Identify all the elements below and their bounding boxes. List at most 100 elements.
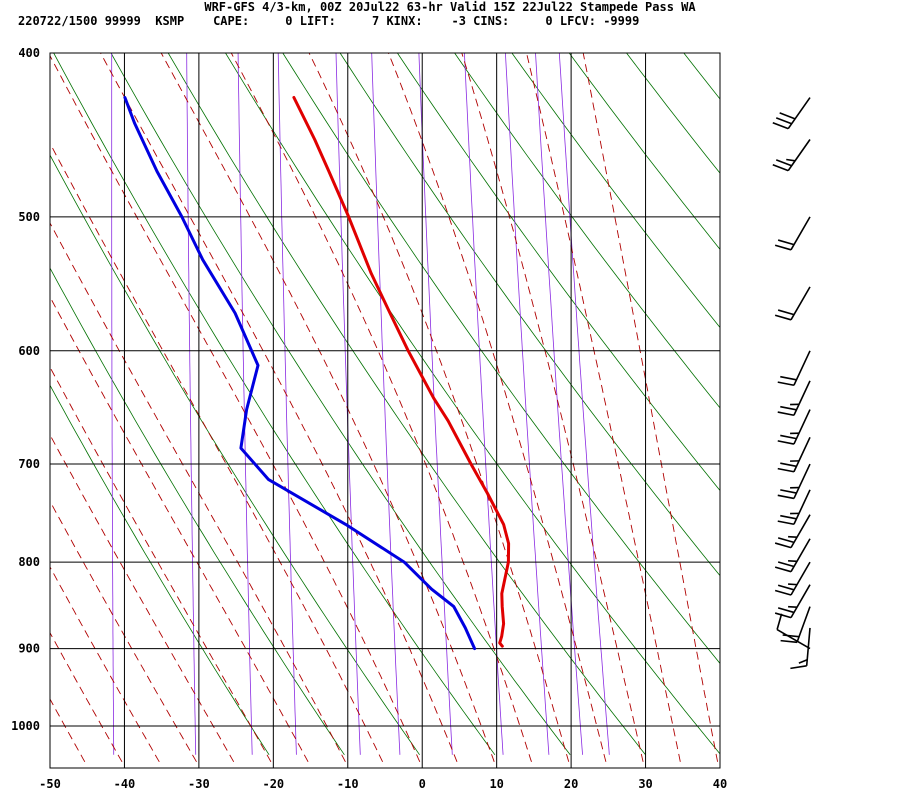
wind-barb [774, 286, 811, 321]
wind-barb-staff [787, 139, 811, 172]
wind-barbs [772, 97, 811, 670]
dry-adiabat-line [396, 53, 720, 492]
wind-barb-feather [777, 467, 795, 473]
x-tick-label: 10 [489, 777, 503, 791]
wind-barb-feather [777, 561, 795, 568]
x-tick-label: -50 [39, 777, 61, 791]
wind-barb-feather [780, 639, 798, 644]
wind-barb-feather [777, 309, 795, 316]
wind-barb-feather [780, 514, 797, 520]
moist-adiabat-line [230, 53, 532, 762]
wind-barb-feather [780, 405, 797, 411]
dry-adiabat-line [683, 53, 720, 100]
moist-adiabat-line [50, 566, 160, 763]
moist-adiabat-line [50, 500, 197, 763]
wind-barb-staff [776, 628, 811, 650]
moist-adiabat-line [387, 53, 607, 762]
x-tick-label: 20 [564, 777, 578, 791]
wind-barb-staff [790, 584, 811, 619]
pressure-tick-label: 600 [18, 344, 40, 358]
dry-adiabat-line [282, 53, 720, 665]
dewpoint-line [123, 96, 477, 651]
x-tick-label: -30 [188, 777, 210, 791]
wind-barb-staff [787, 97, 811, 130]
dry-adiabat-line [568, 53, 720, 250]
mixing-ratio-line [535, 53, 583, 755]
wind-barb [774, 514, 811, 549]
wind-barb-feather [775, 159, 792, 167]
x-tick-label: 0 [419, 777, 426, 791]
pressure-tick-label: 800 [18, 555, 40, 569]
wind-barb-staff [793, 350, 811, 386]
dry-adiabat-line [50, 267, 345, 756]
axes: -50 -40 -30 -20 -10 0 10 20 30 40 400 500 600 700 800 9… [11, 46, 727, 791]
dry-adiabat-line [167, 53, 646, 756]
wind-barb-feather [777, 607, 795, 614]
wind-barb-feather [780, 462, 797, 468]
wind-barb-feather [790, 664, 807, 670]
wind-barb [777, 463, 811, 500]
dry-adiabat-line [225, 53, 720, 755]
pressure-tick-label: 400 [18, 46, 40, 60]
mixing-ratio-line [463, 53, 504, 755]
dry-adiabat-line [53, 53, 496, 756]
moist-adiabat-line [160, 53, 495, 762]
wind-barb-feather [780, 489, 797, 494]
mixing-ratio-line [237, 53, 253, 755]
dry-adiabat-line [511, 53, 720, 329]
pressure-tick-label: 900 [18, 642, 40, 656]
moist-adiabat-line [50, 366, 272, 763]
moist-adiabat-line [50, 295, 309, 763]
wind-barb-staff [790, 561, 811, 596]
dry-adiabat-line [625, 53, 720, 174]
wind-barb-staff [790, 286, 811, 321]
wind-barb-feather [774, 566, 792, 573]
wind-barb-staff [793, 380, 811, 416]
wind-barb [777, 350, 811, 387]
wind-barb [780, 606, 811, 644]
wind-barb [772, 97, 811, 130]
mixing-ratio-line [335, 53, 361, 755]
wind-barb-feather [777, 494, 795, 500]
moist-adiabat-line [526, 53, 681, 762]
dry-adiabat-line [880, 15, 900, 755]
wind-barb-feather [788, 559, 798, 563]
x-tick-label: 30 [638, 777, 652, 791]
wind-barb [774, 561, 811, 596]
wind-barb-feather [774, 589, 792, 596]
plot-grid [49, 52, 721, 769]
wind-barb-feather [782, 634, 800, 638]
mixing-ratio-line [277, 53, 297, 755]
wind-barb-feather [774, 314, 792, 321]
wind-barb-staff [793, 409, 811, 445]
moist-adiabat-line [461, 53, 644, 762]
x-tick-label: 40 [713, 777, 727, 791]
wind-barb-feather [775, 117, 792, 125]
wind-barb-feather [776, 613, 783, 630]
mixing-ratio-line [558, 53, 610, 755]
wind-barb-feather [777, 381, 795, 387]
moist-adiabat-line [50, 222, 346, 763]
wind-barb [777, 409, 811, 445]
pressure-tick-label: 700 [18, 457, 40, 471]
mixing-ratio-line [371, 53, 401, 755]
dry-adiabat-line [768, 15, 900, 755]
dry-adiabat-line [711, 15, 900, 755]
wind-barb-staff [790, 216, 811, 251]
wind-barb-feather [777, 411, 795, 417]
wind-barb-feather [780, 434, 797, 440]
moist-adiabat-line [582, 53, 719, 762]
x-tick-label: -10 [337, 777, 359, 791]
wind-barb-feather [779, 112, 796, 120]
wind-barb [772, 139, 811, 172]
wind-barb-feather [777, 440, 795, 445]
wind-barb-feather [774, 244, 792, 251]
wind-barb-staff [796, 606, 811, 643]
wind-barb-feather [777, 537, 795, 544]
dry-adiabat-line [50, 384, 270, 756]
wind-barb [774, 538, 811, 573]
chart-title: WRF-GFS 4/3-km, 00Z 20Jul22 63-hr Valid … [204, 0, 696, 14]
sounding-stats: 220722/1500 99999 KSMP CAPE: 0 LIFT: 7 K… [18, 14, 640, 28]
sounding-profiles [123, 96, 511, 651]
